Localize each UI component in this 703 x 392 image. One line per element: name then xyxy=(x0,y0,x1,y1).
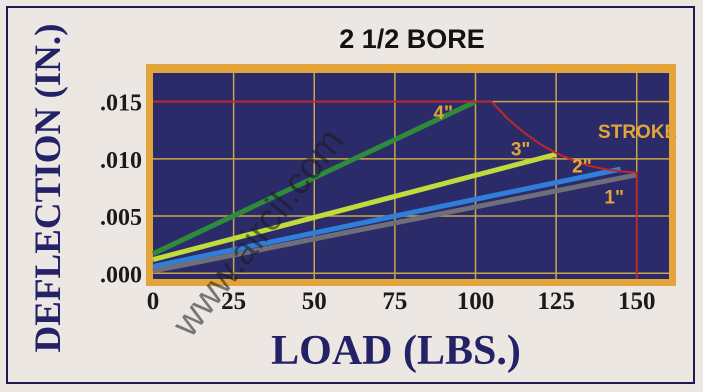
y-tick-label-0: .000 xyxy=(100,262,142,288)
x-axis-label: LOAD (LBS.) xyxy=(271,328,521,374)
x-tick-label-150: 150 xyxy=(618,288,656,315)
y-tick-label-3: .015 xyxy=(100,91,142,117)
series-line-2 xyxy=(152,151,557,262)
series-label-2: 3" xyxy=(511,139,531,160)
x-tick-label-100: 100 xyxy=(457,288,495,315)
series-layer xyxy=(151,99,638,279)
x-tick-label-125: 125 xyxy=(537,288,575,315)
x-tick-label-25: 25 xyxy=(221,288,246,315)
series-line-3 xyxy=(152,166,622,269)
y-tick-label-2: .010 xyxy=(100,148,142,174)
x-tick-label-50: 50 xyxy=(302,288,327,315)
stroke-limit-line xyxy=(153,100,638,279)
chart-title: 2 1/2 BORE xyxy=(339,24,485,54)
y-axis-ticks: .000 .005 .010 .015 xyxy=(100,91,142,289)
series-labels: 4" 3" 2" 1" STROKE xyxy=(433,103,677,209)
stroke-label: STROKE xyxy=(598,122,677,143)
series-label-1: 4" xyxy=(433,103,453,124)
x-axis-ticks: 0 25 50 75 100 125 150 xyxy=(147,288,656,315)
x-tick-label-0: 0 xyxy=(147,288,160,315)
series-label-4: 1" xyxy=(604,187,624,208)
x-tick-label-75: 75 xyxy=(382,288,407,315)
series-label-3: 2" xyxy=(572,157,592,178)
y-axis-label: DEFLECTION (IN.) xyxy=(28,24,69,353)
y-tick-label-1: .005 xyxy=(100,205,142,231)
series-line-1 xyxy=(151,99,477,257)
series-line-4 xyxy=(152,172,638,274)
